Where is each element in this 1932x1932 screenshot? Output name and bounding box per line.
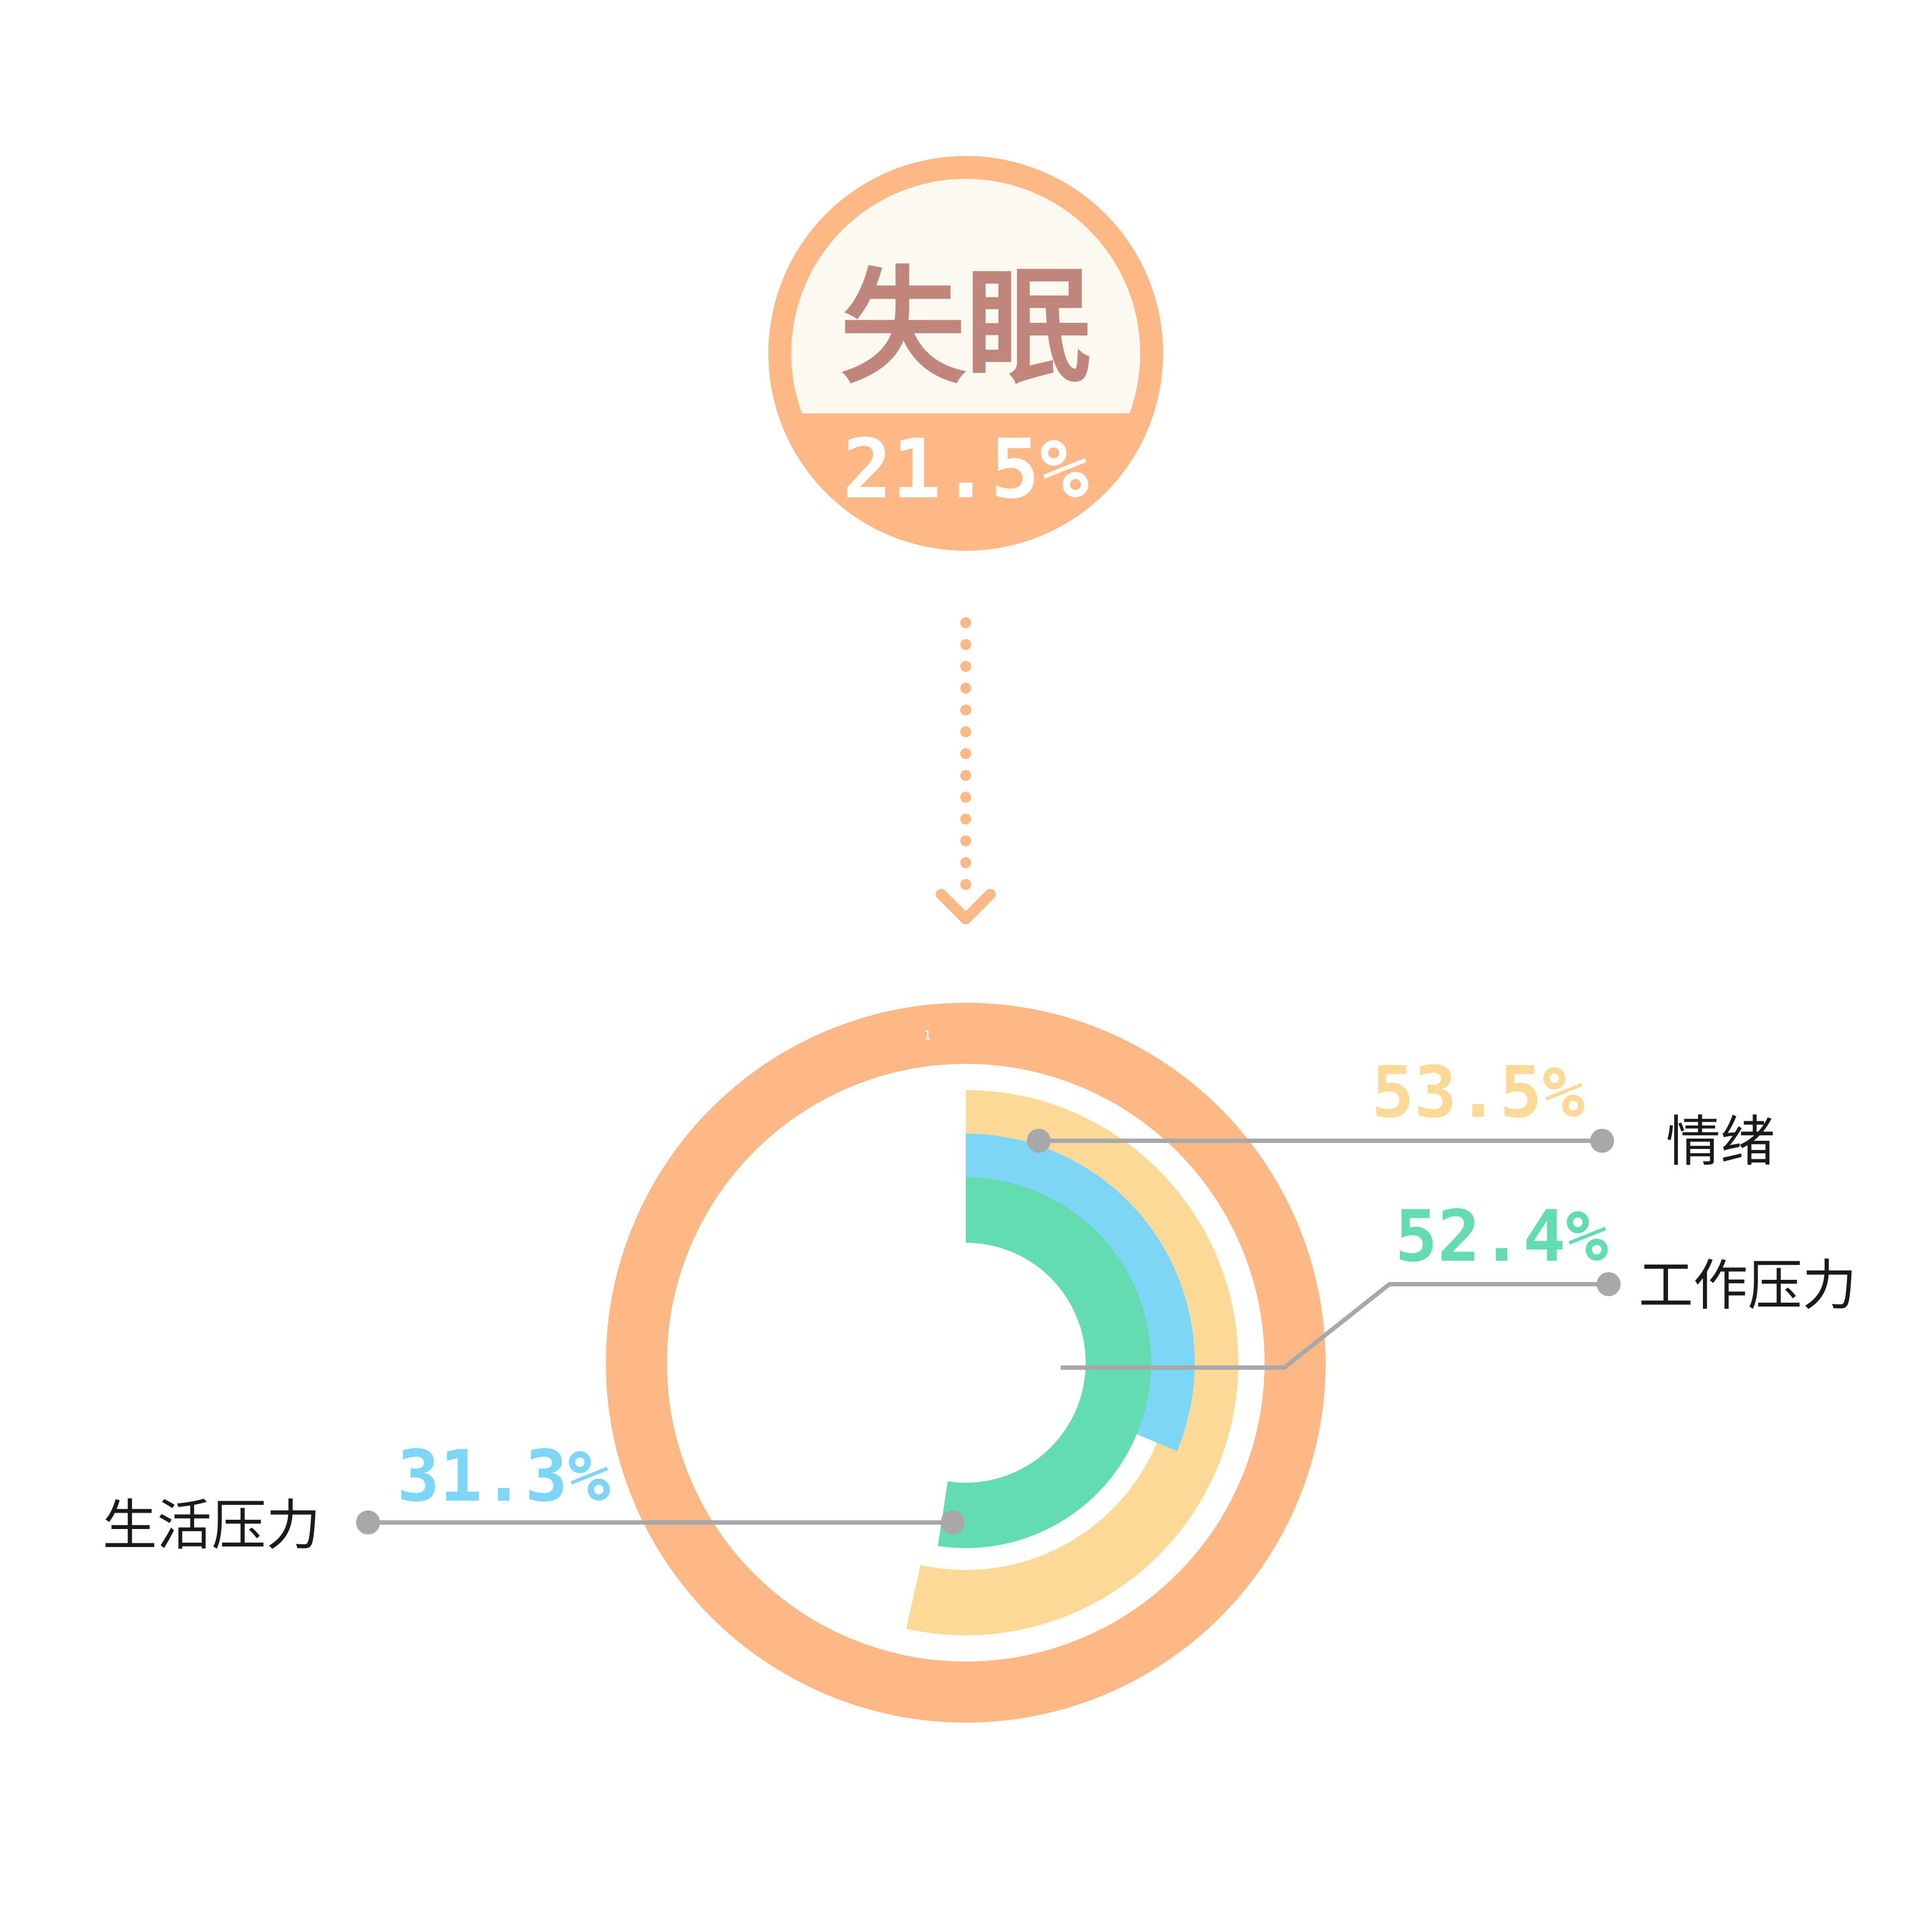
arrow-head-icon: [936, 889, 996, 924]
value-label-work-pressure: 52.4%: [1395, 1195, 1608, 1278]
radial-bars: [906, 1090, 1238, 1635]
ring-tick-label: 1: [924, 1029, 931, 1043]
header-value: 21.5%: [842, 422, 1089, 517]
callouts: 53.5% 情绪 52.4% 工作压力 31.3% 生活压力: [103, 1051, 1857, 1557]
outer-ring: [606, 1003, 1326, 1723]
callout-life-pressure: 31.3% 生活压力: [103, 1435, 965, 1557]
callout-work-pressure: 52.4% 工作压力: [1061, 1195, 1857, 1370]
category-label-work-pressure: 工作压力: [1639, 1254, 1857, 1317]
callout-end-dot-life-pressure: [941, 1510, 965, 1534]
callout-start-dot-emotion: [1027, 1129, 1051, 1153]
arc-emotion: [906, 1090, 1238, 1635]
callout-start-dot-life-pressure: [356, 1510, 380, 1534]
arc-work-pressure: [937, 1177, 1152, 1548]
callout-end-dot-emotion: [1590, 1129, 1614, 1153]
value-label-emotion: 53.5%: [1371, 1051, 1585, 1134]
value-label-life-pressure: 31.3%: [397, 1435, 610, 1518]
category-label-emotion: 情绪: [1666, 1110, 1775, 1173]
dotted-arrow: [936, 617, 996, 924]
header-title: 失眠: [840, 255, 1091, 401]
callout-line-work-pressure: [1061, 1282, 1609, 1370]
category-label-life-pressure: 生活压力: [103, 1494, 321, 1557]
callout-end-dot-work-pressure: [1597, 1272, 1621, 1296]
header-badge: 失眠 21.5%: [768, 156, 1163, 551]
callout-emotion: 53.5% 情绪: [1027, 1051, 1775, 1173]
